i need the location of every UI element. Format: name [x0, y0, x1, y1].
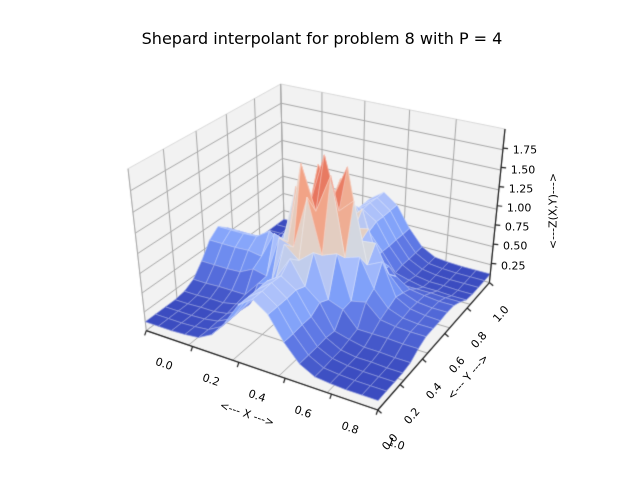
z-axis-label: <---Z(X,Y)---> [546, 173, 560, 250]
z-tick-label: 0.25 [500, 259, 526, 273]
z-tick-label: 1.00 [506, 201, 532, 215]
z-tick-label: 1.50 [510, 163, 536, 177]
z-tick-label: 0.50 [502, 239, 528, 253]
z-tick-label: 0.75 [504, 220, 530, 234]
plot-title: Shepard interpolant for problem 8 with P… [141, 29, 503, 48]
z-tick-label: 1.25 [508, 182, 534, 196]
z-tick-label: 1.75 [512, 143, 538, 157]
